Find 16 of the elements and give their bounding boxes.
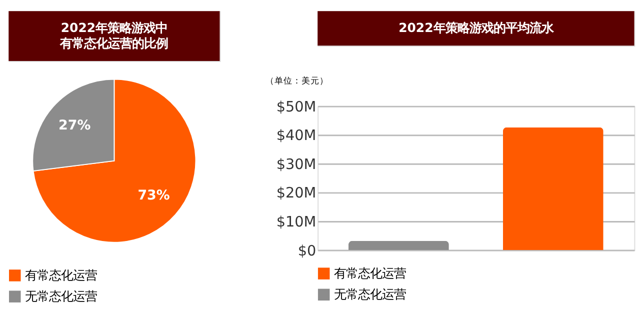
legend-label: 有常态化运营 xyxy=(24,267,97,282)
y-tick-label: $0 xyxy=(298,243,316,260)
chart-title: 2022年策略游戏中有常态化运营的比例 xyxy=(59,20,168,51)
data-label: 27% xyxy=(58,118,92,134)
y-tick-label: $50M xyxy=(276,99,316,116)
legend-label: 有常态化运营 xyxy=(334,265,406,280)
legend-label: 无常态化运营 xyxy=(334,286,406,302)
pie-slice xyxy=(32,78,196,243)
data-label: 73% xyxy=(138,188,170,204)
y-tick-label: $40M xyxy=(276,128,316,144)
legend-label: 无常态化运营 xyxy=(24,288,97,304)
y-tick-label: $10M xyxy=(276,214,316,231)
y-tick-label: $30M xyxy=(276,156,316,173)
y-tick-label: $20M xyxy=(276,186,316,202)
chart-title: 2022年策略游戏的平均流水 xyxy=(398,20,554,36)
y-axis-title: （单位：美元） xyxy=(265,76,328,87)
